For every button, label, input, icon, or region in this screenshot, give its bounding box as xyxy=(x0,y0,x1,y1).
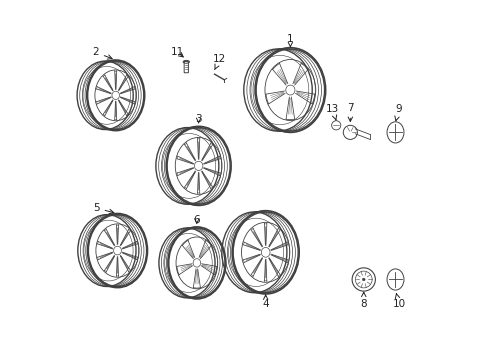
Text: 3: 3 xyxy=(195,114,202,124)
Text: 12: 12 xyxy=(213,54,226,69)
Text: 4: 4 xyxy=(262,295,268,309)
Text: 9: 9 xyxy=(394,104,402,121)
Text: 8: 8 xyxy=(360,292,366,309)
Text: 11: 11 xyxy=(170,47,183,57)
Text: 13: 13 xyxy=(325,104,339,120)
Text: 1: 1 xyxy=(286,34,293,47)
Text: 7: 7 xyxy=(346,103,353,121)
Text: 5: 5 xyxy=(93,203,114,213)
Text: 10: 10 xyxy=(392,293,405,309)
Circle shape xyxy=(362,278,365,281)
Text: 2: 2 xyxy=(92,47,112,59)
Text: 6: 6 xyxy=(193,215,200,225)
